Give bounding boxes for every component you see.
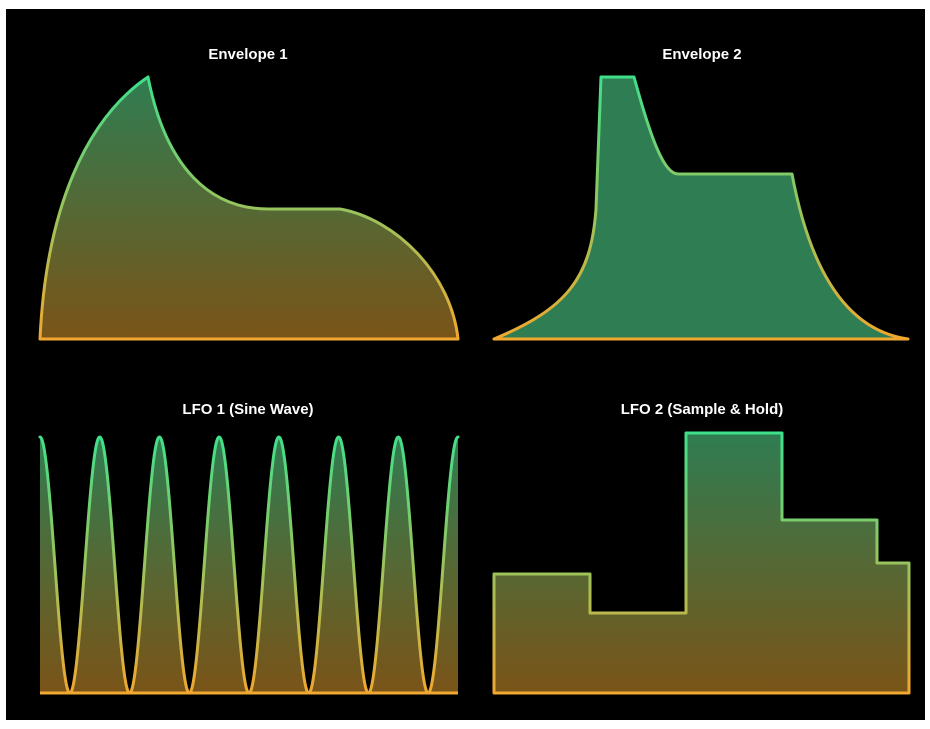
modulation-display: Envelope 1 Envelope 2 LFO 1 (Sine Wave) … [6, 9, 925, 720]
envelope1-panel: Envelope 1 [38, 46, 460, 341]
envelope2-panel: Envelope 2 [492, 46, 910, 341]
lfo1-panel: LFO 1 (Sine Wave) [38, 401, 460, 695]
envelope2-area [494, 77, 908, 339]
lfo1-area [40, 437, 458, 693]
envelope1-curve [38, 75, 460, 341]
lfo2-title: LFO 2 (Sample & Hold) [621, 401, 784, 418]
envelope2-curve [492, 75, 910, 341]
envelope1-title: Envelope 1 [208, 46, 287, 63]
modulation-svg: Envelope 1 Envelope 2 LFO 1 (Sine Wave) … [38, 46, 911, 695]
envelope2-title: Envelope 2 [662, 46, 741, 63]
lfo2-panel: LFO 2 (Sample & Hold) [492, 401, 911, 695]
lfo1-title: LFO 1 (Sine Wave) [182, 401, 313, 418]
lfo2-area [494, 433, 909, 693]
lfo2-steps [492, 431, 911, 695]
